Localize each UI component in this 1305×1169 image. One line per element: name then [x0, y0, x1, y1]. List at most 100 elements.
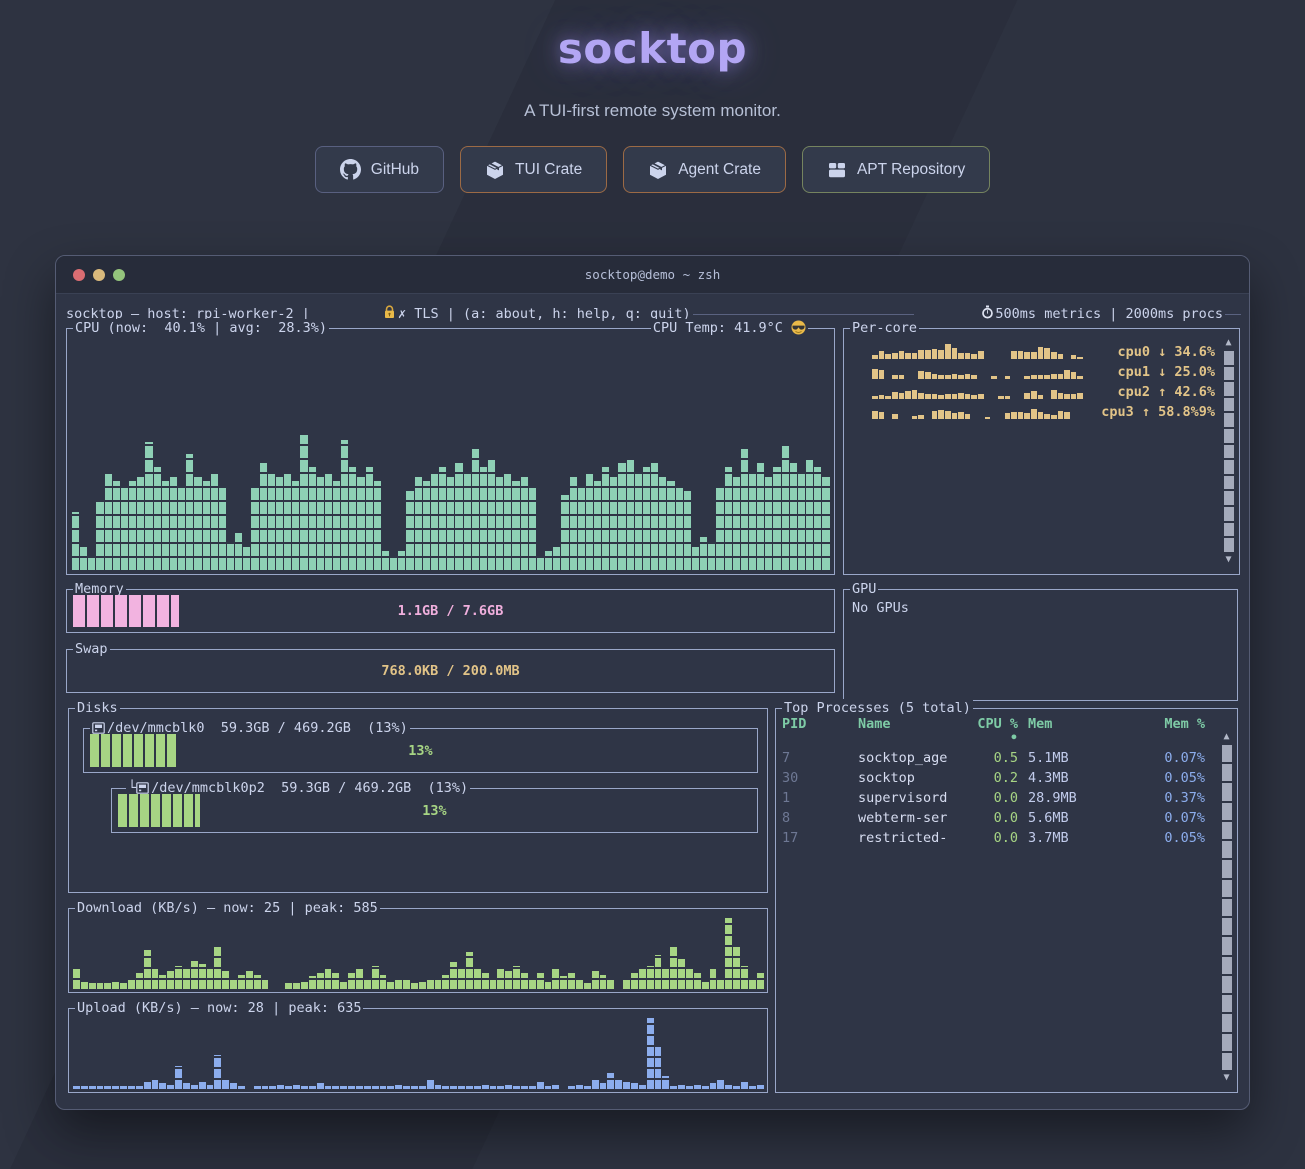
process-column-header[interactable]: CPU % •: [977, 716, 1018, 746]
chart-bar: [120, 486, 129, 570]
scrollbar-thumb-segment[interactable]: [1223, 460, 1234, 474]
process-row-cell[interactable]: socktop: [858, 770, 915, 786]
scroll-up-icon[interactable]: ▲: [1225, 337, 1232, 348]
process-column-header[interactable]: Mem %: [1164, 716, 1205, 732]
chart-bar: [222, 971, 230, 989]
scroll-up-icon[interactable]: ▲: [1223, 731, 1230, 742]
scrollbar-thumb-segment[interactable]: [1221, 995, 1232, 1013]
scrollbar-thumb-segment[interactable]: [1221, 956, 1232, 974]
process-row-cell[interactable]: 0.0: [993, 810, 1018, 826]
scrollbar-thumb-segment[interactable]: [1223, 382, 1234, 396]
process-column-header[interactable]: Mem: [1028, 716, 1053, 732]
core-row-cpu3: cpu3 ↑ 58.8%9%: [872, 401, 1215, 420]
scrollbar-thumb-segment[interactable]: [1223, 522, 1234, 537]
chart-bar: [316, 973, 324, 989]
chart-bar: [740, 448, 748, 570]
process-row-cell[interactable]: 8: [782, 810, 791, 826]
chart-bar: [733, 1086, 741, 1089]
scrollbar-thumb-segment[interactable]: [1223, 413, 1234, 428]
chart-bar: [145, 441, 153, 570]
chart-bar: [422, 481, 430, 570]
chart-bar: [418, 1086, 426, 1089]
process-row-cell[interactable]: 1: [782, 790, 791, 806]
process-row-cell[interactable]: socktop_age: [858, 750, 948, 766]
terminal-titlebar[interactable]: socktop@demo ~ zsh: [56, 256, 1249, 294]
process-row-cell[interactable]: 28.9MB: [1028, 790, 1077, 806]
process-row-cell[interactable]: 0.0: [993, 790, 1018, 806]
scrollbar-thumb-segment[interactable]: [1223, 507, 1234, 521]
processes-scrollbar[interactable]: ▲ ▼: [1220, 731, 1233, 1084]
chart-bar: [520, 476, 528, 570]
percore-panel: Per-core cpu0 ↓ 34.6% cpu1 ↓ 25.0% cpu2 ↑ …: [843, 319, 1240, 575]
scroll-down-icon[interactable]: ▼: [1223, 1071, 1230, 1083]
process-row-cell[interactable]: 0.5: [993, 750, 1018, 766]
scrollbar-thumb-segment[interactable]: [1221, 1014, 1232, 1032]
scrollbar-thumb-segment[interactable]: [1223, 444, 1234, 459]
chart-bar: [552, 969, 560, 989]
process-row-cell[interactable]: 0.05%: [1164, 770, 1205, 786]
process-row-cell[interactable]: 0.07%: [1164, 810, 1205, 826]
scrollbar-thumb-segment[interactable]: [1223, 429, 1234, 443]
chart-bar: [576, 1084, 583, 1089]
chart-bar: [678, 1084, 686, 1089]
process-row-cell[interactable]: 0.0: [993, 830, 1018, 846]
scrollbar-thumb-segment[interactable]: [1221, 937, 1232, 955]
github-button[interactable]: GitHub: [314, 146, 445, 193]
scrollbar-thumb-segment[interactable]: [1221, 821, 1232, 840]
chart-bar: [599, 974, 607, 989]
maximize-window-button[interactable]: [113, 268, 125, 281]
process-column-header[interactable]: Name: [858, 716, 891, 732]
chart-bar: [481, 1084, 489, 1089]
tui-crate-button[interactable]: TUI Crate: [460, 146, 608, 193]
chart-bar: [202, 481, 210, 570]
chart-bar: [631, 973, 638, 989]
percore-scrollbar[interactable]: ▲ ▼: [1222, 337, 1235, 566]
cpu-panel-title: CPU (now: 40.1% | avg: 28.3%): [73, 319, 329, 337]
minimize-window-button[interactable]: [93, 268, 105, 281]
process-row-cell[interactable]: supervisord: [858, 790, 948, 806]
scroll-down-icon[interactable]: ▼: [1225, 553, 1232, 565]
terminal-window: socktop@demo ~ zsh socktop — host: rpi-w…: [55, 255, 1250, 1110]
scrollbar-thumb-segment[interactable]: [1221, 745, 1232, 763]
process-column-header[interactable]: PID: [782, 716, 807, 732]
scrollbar-thumb-segment[interactable]: [1223, 397, 1234, 412]
process-row-cell[interactable]: 7: [782, 750, 791, 766]
scrollbar-thumb-segment[interactable]: [1221, 783, 1232, 801]
scrollbar-thumb-segment[interactable]: [1223, 538, 1234, 552]
agent-crate-button[interactable]: Agent Crate: [623, 146, 786, 193]
chart-bar: [651, 462, 659, 570]
process-row-cell[interactable]: 30: [782, 770, 799, 786]
chart-bar: [410, 1086, 418, 1089]
process-row-cell[interactable]: restricted-: [858, 830, 948, 846]
scrollbar-thumb-segment[interactable]: [1223, 475, 1234, 490]
scrollbar-thumb-segment[interactable]: [1221, 918, 1232, 936]
process-row-cell[interactable]: 0.07%: [1164, 750, 1205, 766]
process-row-cell[interactable]: 0.05%: [1164, 830, 1205, 846]
chart-bar: [505, 1084, 513, 1089]
scrollbar-thumb-segment[interactable]: [1221, 802, 1232, 820]
scrollbar-thumb-segment[interactable]: [1221, 898, 1232, 917]
process-row-cell[interactable]: 5.1MB: [1028, 750, 1069, 766]
apt-repository-button[interactable]: APT Repository: [801, 146, 991, 193]
scrollbar-thumb-segment[interactable]: [1221, 1033, 1232, 1051]
process-row-cell[interactable]: 0.37%: [1164, 790, 1205, 806]
close-window-button[interactable]: [73, 268, 85, 281]
chart-bar: [243, 546, 251, 570]
process-row-cell[interactable]: 0.2: [993, 770, 1018, 786]
scrollbar-thumb-segment[interactable]: [1221, 841, 1232, 859]
crate-icon: [648, 159, 668, 180]
scrollbar-thumb-segment[interactable]: [1223, 351, 1234, 365]
process-row-cell[interactable]: 5.6MB: [1028, 810, 1069, 826]
scrollbar-thumb-segment[interactable]: [1221, 879, 1232, 897]
process-row-cell[interactable]: 3.7MB: [1028, 830, 1069, 846]
scrollbar-thumb-segment[interactable]: [1221, 1052, 1232, 1070]
process-row-cell[interactable]: 17: [782, 830, 799, 846]
scrollbar-thumb-segment[interactable]: [1221, 764, 1232, 782]
scrollbar-thumb-segment[interactable]: [1223, 491, 1234, 506]
process-row-cell[interactable]: 4.3MB: [1028, 770, 1069, 786]
process-row-cell[interactable]: webterm-ser: [858, 810, 948, 826]
apt-repository-button-label: APT Repository: [856, 160, 966, 178]
scrollbar-thumb-segment[interactable]: [1221, 975, 1232, 994]
scrollbar-thumb-segment[interactable]: [1221, 860, 1232, 878]
scrollbar-thumb-segment[interactable]: [1223, 366, 1234, 381]
